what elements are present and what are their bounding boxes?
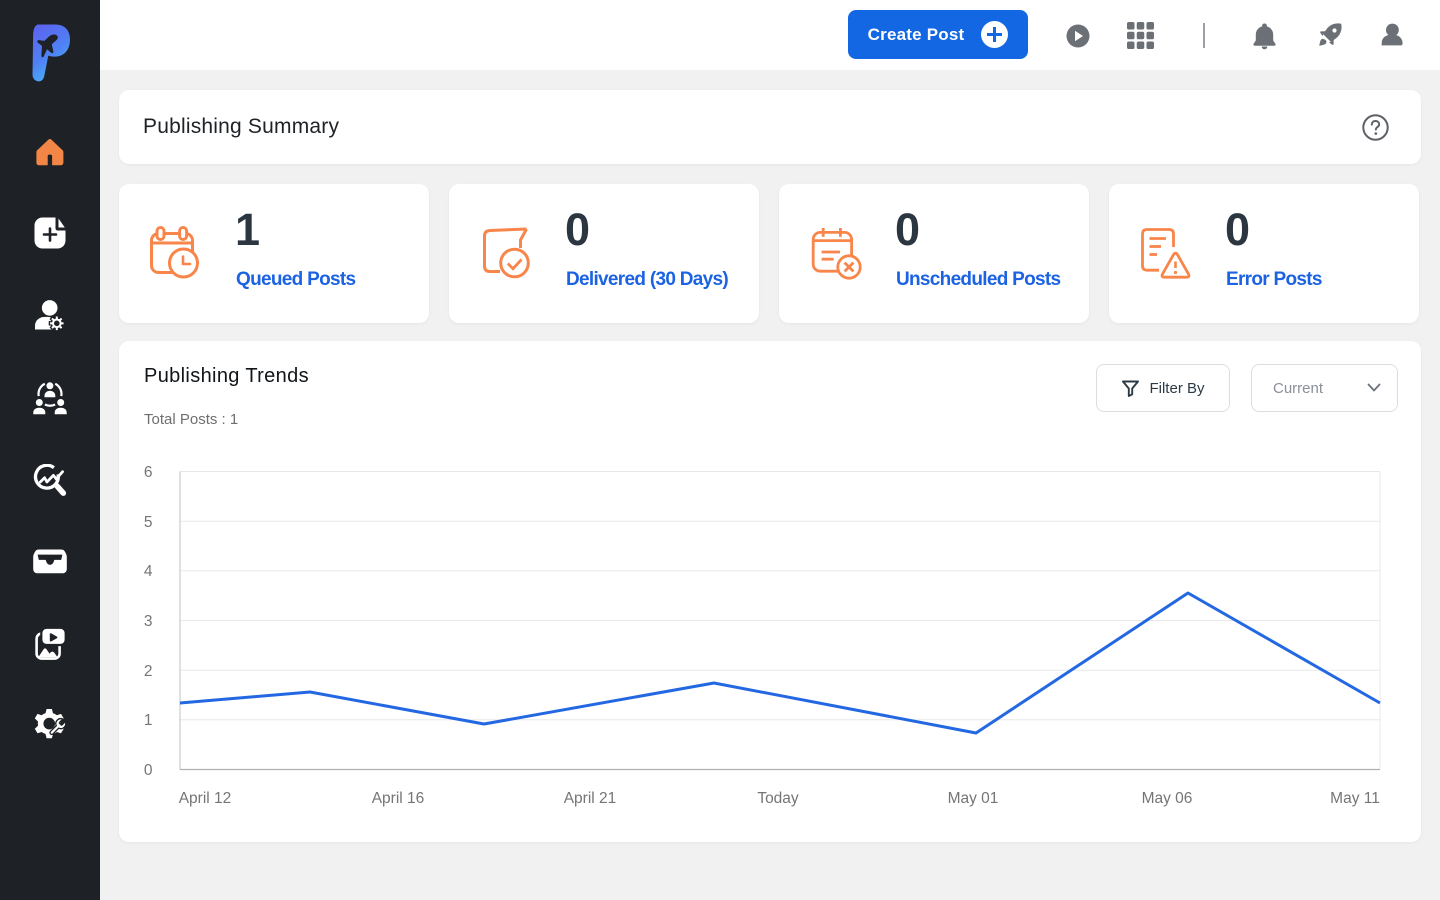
svg-text:May 06: May 06 [1142,790,1193,807]
svg-text:4: 4 [144,563,153,580]
svg-text:April 21: April 21 [564,790,617,807]
svg-text:6: 6 [144,464,153,481]
svg-text:3: 3 [144,613,153,630]
svg-text:1: 1 [144,712,153,729]
svg-text:May 11: May 11 [1330,790,1380,807]
svg-text:Today: Today [757,790,799,807]
svg-text:April 16: April 16 [372,790,425,807]
svg-text:April 12: April 12 [179,790,232,807]
svg-text:2: 2 [144,663,153,680]
svg-text:0: 0 [144,762,153,779]
svg-text:5: 5 [144,514,153,531]
svg-text:May 01: May 01 [948,790,999,807]
